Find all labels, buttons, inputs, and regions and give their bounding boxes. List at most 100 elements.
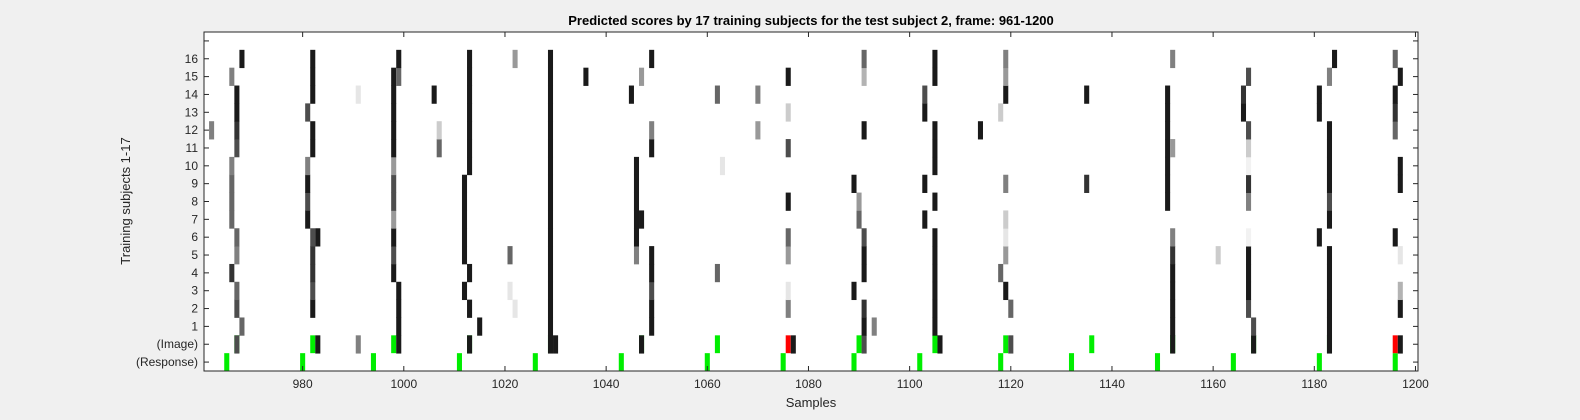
score-cell (1397, 299, 1403, 318)
score-cell (209, 121, 215, 140)
response-mark (1392, 353, 1398, 371)
score-cell (649, 139, 655, 158)
score-cell (1165, 156, 1171, 176)
score-cell (1170, 246, 1176, 265)
score-cell (1003, 85, 1009, 104)
score-cell (1003, 67, 1009, 86)
score-cell (861, 67, 867, 86)
x-tick-label: 1080 (795, 377, 822, 391)
y-tick-label: (Response) (136, 355, 198, 369)
score-cell (1084, 85, 1090, 104)
score-cell (639, 210, 645, 229)
score-cell (467, 156, 473, 176)
score-cell (391, 85, 397, 104)
score-cell (755, 121, 761, 140)
score-cell (1397, 67, 1403, 86)
score-cell (391, 139, 397, 158)
score-cell (922, 85, 928, 104)
x-tick-label: 980 (293, 377, 313, 391)
score-cell (436, 139, 442, 158)
x-tick-label: 1100 (897, 377, 923, 391)
score-cell (1326, 121, 1333, 140)
score-cell (305, 210, 311, 229)
score-cell (547, 263, 554, 283)
score-cell (1008, 335, 1014, 354)
score-cell (1397, 246, 1403, 265)
response-mark (1154, 353, 1161, 371)
score-cell (547, 49, 554, 69)
score-cell (229, 192, 235, 211)
score-cell (239, 49, 245, 69)
response-mark (1316, 353, 1322, 371)
score-cell (467, 121, 473, 140)
score-cell (1165, 174, 1171, 193)
score-cell (1246, 246, 1252, 265)
response-mark (1230, 353, 1236, 371)
y-tick-label: 4 (191, 266, 198, 280)
score-cell (310, 85, 316, 104)
x-tick-label: 1120 (998, 377, 1024, 391)
score-cell (633, 246, 640, 265)
score-cell (998, 103, 1004, 122)
score-cell (234, 228, 240, 247)
y-tick-label: 3 (191, 284, 198, 298)
score-cell (861, 317, 867, 336)
score-cell (234, 139, 240, 158)
score-cell (1246, 263, 1252, 283)
score-cell (234, 121, 240, 140)
score-cell (1332, 49, 1338, 69)
score-cell (649, 121, 655, 140)
score-cell (856, 210, 862, 229)
score-cell (467, 67, 473, 86)
score-cell (1246, 192, 1252, 211)
score-cell (467, 49, 473, 69)
score-cell (234, 281, 240, 301)
score-cell (649, 49, 655, 69)
image-mark (856, 335, 862, 354)
score-cell (1170, 228, 1176, 247)
image-mark (1003, 335, 1009, 354)
response-mark (851, 353, 857, 371)
score-cell (310, 49, 316, 69)
score-cell (1246, 121, 1252, 140)
score-cell (310, 139, 316, 158)
score-cell (1003, 49, 1009, 69)
score-cell (547, 210, 554, 229)
score-cell (922, 174, 928, 193)
y-tick-label: 9 (191, 177, 198, 191)
score-cell (785, 103, 791, 122)
score-cell (305, 192, 311, 211)
score-cell (461, 210, 468, 229)
score-cell (1165, 85, 1171, 104)
score-cell (1326, 246, 1333, 265)
response-mark (704, 353, 710, 371)
score-cell (355, 85, 361, 104)
score-cell (1246, 67, 1252, 86)
score-cell (467, 139, 473, 158)
score-cell (391, 228, 397, 247)
score-cell (229, 263, 235, 283)
score-cell (1170, 49, 1176, 69)
score-cell (633, 210, 640, 229)
x-tick-label: 1060 (694, 377, 721, 391)
score-cell (391, 263, 397, 283)
score-cell (461, 281, 468, 301)
score-cell (391, 174, 397, 193)
score-cell (310, 228, 316, 247)
score-cell (512, 299, 518, 318)
score-cell (234, 85, 240, 104)
response-mark (618, 353, 624, 371)
score-cell (547, 121, 554, 140)
response-mark (780, 353, 786, 371)
score-cell (310, 246, 316, 265)
score-cell (861, 228, 867, 247)
score-cell (1003, 246, 1009, 265)
score-cell (436, 121, 442, 140)
score-cell (1397, 281, 1403, 301)
score-cell (547, 174, 554, 193)
score-cell (1246, 174, 1252, 193)
score-cell (932, 299, 938, 318)
score-cell (977, 121, 983, 140)
